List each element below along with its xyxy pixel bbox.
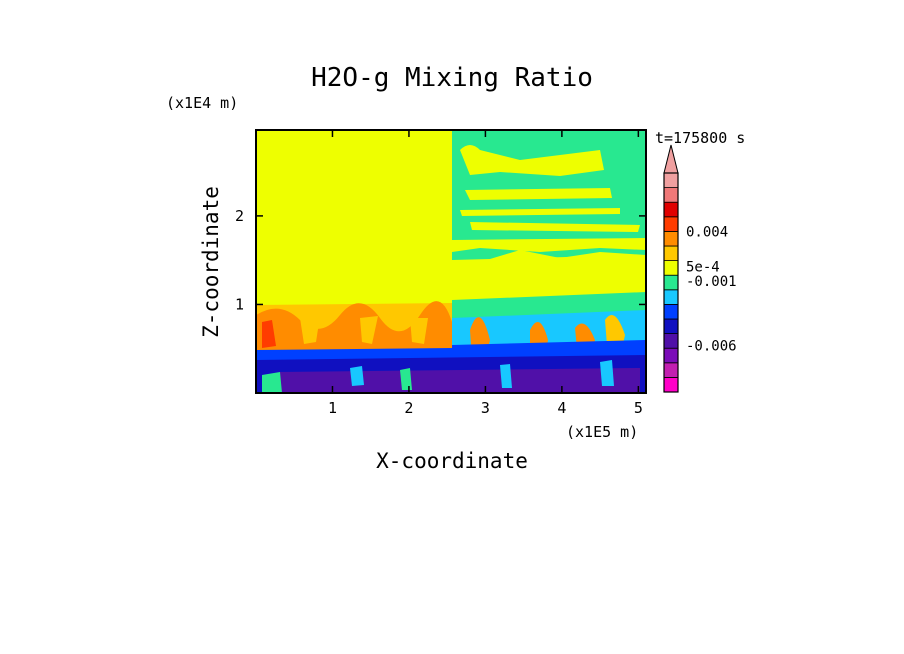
colorbar-segment: [663, 333, 679, 349]
colorbar-segment: [663, 376, 679, 393]
colorbar-frame: [663, 172, 679, 393]
colorbar-segment: [663, 216, 679, 232]
x-axis-label: X-coordinate: [376, 449, 528, 473]
colorbar-label: 0.004: [686, 224, 728, 240]
colorbar-segment: [663, 187, 679, 203]
x-tick-label: 1: [328, 399, 337, 417]
y-tick-label: 1: [235, 295, 244, 313]
x-tick-label: 4: [557, 399, 566, 417]
colorbar-segment: [663, 347, 679, 364]
colorbar-segment: [663, 201, 679, 218]
colorbar-segment: [663, 318, 679, 335]
colorbar-segment: [663, 260, 679, 276]
colorbar-segment: [663, 274, 679, 291]
colorbar-extend-arrow: [663, 144, 679, 174]
colorbar-label: -0.001: [686, 274, 737, 290]
x-tick-label: 5: [634, 399, 643, 417]
colorbar-segment: [663, 230, 679, 247]
y-axis-ticks: 12: [235, 207, 646, 313]
heatmap-field: [256, 130, 646, 393]
y-tick-label: 2: [235, 207, 244, 225]
colorbar-segment: [663, 303, 679, 320]
x-axis-ticks: 1 2 3 4 5: [328, 130, 643, 417]
colorbar-label: -0.006: [686, 338, 737, 354]
y-scale-label: (x1E4 m): [166, 94, 238, 112]
chart-title: H2O-g Mixing Ratio: [311, 63, 593, 93]
colorbar-segment: [663, 172, 679, 189]
colorbar-segment: [663, 245, 679, 262]
x-tick-label: 3: [481, 399, 490, 417]
colorbar-segment: [663, 362, 679, 378]
colorbar-label: 5e-4: [686, 259, 720, 275]
time-label: t=175800 s: [655, 129, 745, 147]
x-scale-label: (x1E5 m): [566, 423, 638, 441]
plot-frame: [255, 129, 647, 394]
y-axis-label: Z-coordinate: [199, 186, 223, 338]
colorbar-segment: [663, 289, 679, 305]
x-tick-label: 2: [404, 399, 413, 417]
colorbar: 0.004 5e-4-0.001 -0.006: [663, 144, 737, 393]
